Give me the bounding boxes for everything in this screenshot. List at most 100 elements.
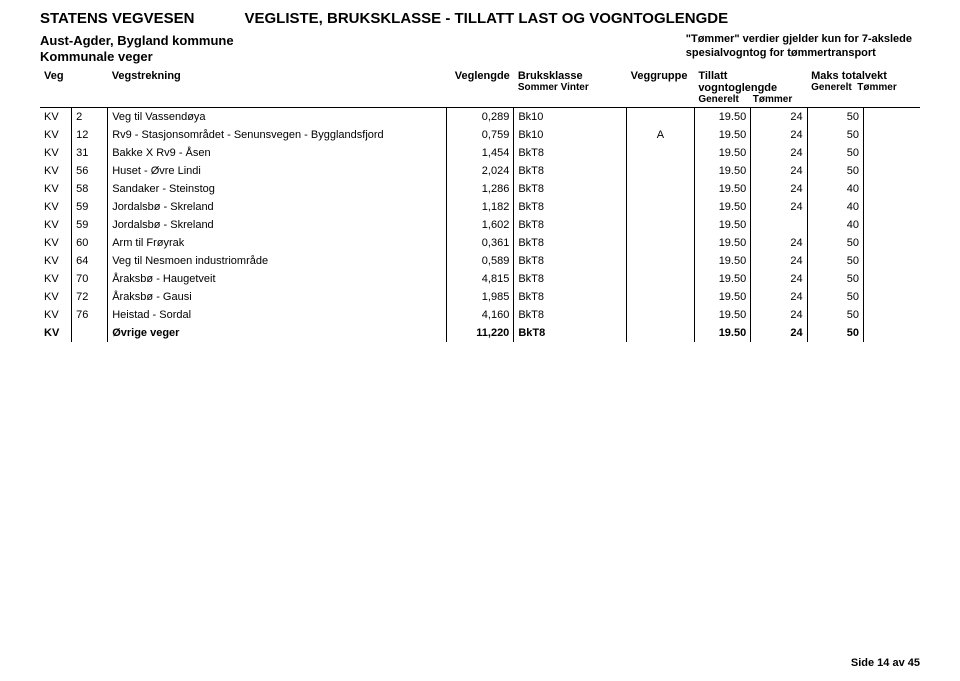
table-cell: 59 (72, 198, 108, 216)
table-header: Veg Vegstrekning Veglengde Bruksklasse S… (40, 68, 920, 108)
table-cell: 0,289 (446, 107, 514, 126)
table-row: KV2Veg til Vassendøya0,289Bk1019.502450 (40, 107, 920, 126)
table-cell (72, 324, 108, 342)
table-cell: 19.50 (694, 198, 750, 216)
table-cell (864, 162, 920, 180)
table-cell (751, 216, 807, 234)
table-cell: BkT8 (514, 234, 627, 252)
table-cell: 0,361 (446, 234, 514, 252)
table-row: KV59Jordalsbø - Skreland1,182BkT819.5024… (40, 198, 920, 216)
table-cell: 19.50 (694, 306, 750, 324)
table-cell (864, 198, 920, 216)
table-cell (864, 107, 920, 126)
table-cell: 50 (807, 306, 863, 324)
col-veglengde: Veglengde (446, 68, 514, 108)
table-cell: 72 (72, 288, 108, 306)
table-cell: BkT8 (514, 252, 627, 270)
table-cell: 64 (72, 252, 108, 270)
table-cell: Rv9 - Stasjonsområdet - Senunsvegen - By… (108, 126, 446, 144)
title-row: STATENS VEGVESEN VEGLISTE, BRUKSKLASSE -… (40, 10, 920, 27)
table-cell: 76 (72, 306, 108, 324)
table-cell: KV (40, 198, 72, 216)
table-cell: 31 (72, 144, 108, 162)
table-row: KV56Huset - Øvre Lindi2,024BkT819.502450 (40, 162, 920, 180)
table-cell: BkT8 (514, 324, 627, 342)
table-cell: 24 (751, 252, 807, 270)
table-row: KV60Arm til Frøyrak0,361BkT819.502450 (40, 234, 920, 252)
table-cell: 40 (807, 180, 863, 198)
table-cell: 24 (751, 107, 807, 126)
table-cell: 50 (807, 162, 863, 180)
table-cell: 2,024 (446, 162, 514, 180)
table-cell: 19.50 (694, 144, 750, 162)
col-bruksklasse-label: Bruksklasse (518, 70, 583, 82)
table-cell: 24 (751, 144, 807, 162)
table-cell (864, 234, 920, 252)
table-cell: 50 (807, 234, 863, 252)
table-cell: Åraksbø - Gausi (108, 288, 446, 306)
table-cell (864, 216, 920, 234)
table-cell: KV (40, 216, 72, 234)
table-row: KV58Sandaker - Steinstog1,286BkT819.5024… (40, 180, 920, 198)
table-cell: 50 (807, 126, 863, 144)
table-cell: 50 (807, 288, 863, 306)
table-cell (627, 288, 695, 306)
region-name: Aust-Agder, Bygland kommune (40, 33, 234, 49)
table-body: KV2Veg til Vassendøya0,289Bk1019.502450K… (40, 107, 920, 342)
road-type: Kommunale veger (40, 49, 234, 65)
table-cell: 19.50 (694, 126, 750, 144)
table-cell: 1,985 (446, 288, 514, 306)
table-cell: 1,286 (446, 180, 514, 198)
table-cell: 60 (72, 234, 108, 252)
table-cell: BkT8 (514, 198, 627, 216)
table-cell: Arm til Frøyrak (108, 234, 446, 252)
table-cell: 12 (72, 126, 108, 144)
table-cell (864, 306, 920, 324)
col-tillatt-label: Tillatt vogntoglengde (698, 70, 777, 94)
table-cell: 19.50 (694, 324, 750, 342)
table-cell: Jordalsbø - Skreland (108, 216, 446, 234)
table-cell: KV (40, 252, 72, 270)
table-cell: 19.50 (694, 180, 750, 198)
table-cell: 40 (807, 216, 863, 234)
col-vegstrekning: Vegstrekning (108, 68, 446, 108)
table-cell: 24 (751, 324, 807, 342)
table-row: KV76Heistad - Sordal4,160BkT819.502450 (40, 306, 920, 324)
table-cell: KV (40, 162, 72, 180)
col-maks-label: Maks totalvekt (811, 70, 887, 82)
table-cell: 4,815 (446, 270, 514, 288)
col-maks-tom: Tømmer (857, 82, 896, 93)
table-cell (864, 126, 920, 144)
note-block: "Tømmer" verdier gjelder kun for 7-aksle… (686, 33, 920, 61)
table-cell: KV (40, 270, 72, 288)
table-cell: 56 (72, 162, 108, 180)
table-row: KV12Rv9 - Stasjonsområdet - Senunsvegen … (40, 126, 920, 144)
table-cell: 2 (72, 107, 108, 126)
table-cell: KV (40, 288, 72, 306)
table-cell: 19.50 (694, 252, 750, 270)
table-row: KV31Bakke X Rv9 - Åsen1,454BkT819.502450 (40, 144, 920, 162)
table-cell: 50 (807, 107, 863, 126)
org-name: STATENS VEGVESEN (40, 10, 194, 27)
table-cell: Huset - Øvre Lindi (108, 162, 446, 180)
table-row: KVØvrige veger11,220BkT819.502450 (40, 324, 920, 342)
table-cell (864, 288, 920, 306)
table-cell: BkT8 (514, 180, 627, 198)
table-cell (627, 324, 695, 342)
table-cell: 70 (72, 270, 108, 288)
table-cell: 19.50 (694, 270, 750, 288)
table-cell: Veg til Vassendøya (108, 107, 446, 126)
table-cell (627, 234, 695, 252)
table-cell: 24 (751, 234, 807, 252)
table-cell (627, 162, 695, 180)
table-cell: 24 (751, 306, 807, 324)
table-cell (627, 198, 695, 216)
col-maks-sub: Generelt Tømmer (811, 82, 916, 93)
table-cell: BkT8 (514, 144, 627, 162)
table-cell: 58 (72, 180, 108, 198)
table-cell: Heistad - Sordal (108, 306, 446, 324)
table-cell: 19.50 (694, 107, 750, 126)
table-cell: 24 (751, 162, 807, 180)
table-cell: 11,220 (446, 324, 514, 342)
col-tillatt-gen: Generelt (698, 94, 739, 105)
